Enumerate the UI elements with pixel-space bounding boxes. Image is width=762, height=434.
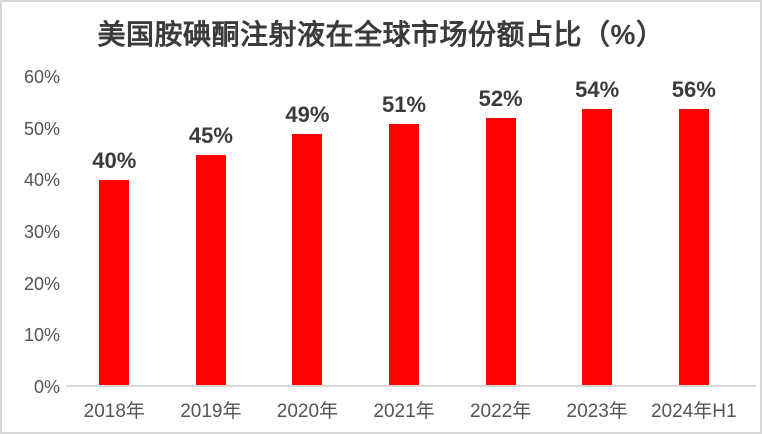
chart-title: 美国胺碘酮注射液在全球市场份额占比（%） xyxy=(97,19,665,50)
bar xyxy=(195,154,226,387)
bars-container: 40% 2018年 45% 2019年 49% 2020年 51% 2021年 52% 2022年… xyxy=(66,77,742,423)
y-axis-tick-label: 50% xyxy=(23,118,60,139)
x-axis-tick-label: 2018年 xyxy=(83,401,145,422)
x-axis-tick-label: 2019年 xyxy=(180,401,242,422)
bar-value-label: 56% xyxy=(671,77,716,102)
bar xyxy=(582,109,613,387)
y-axis-tick-label: 60% xyxy=(23,67,60,87)
x-axis-tick-label: 2022年 xyxy=(469,401,532,422)
bar xyxy=(389,123,420,387)
x-axis-tick-label: 2020年 xyxy=(276,401,339,422)
bar xyxy=(292,133,323,387)
y-axis-tick-label: 20% xyxy=(23,273,60,294)
bar-group: 45% 2019年 xyxy=(163,77,260,423)
bar xyxy=(678,109,709,387)
bar-group: 54% 2023年 xyxy=(549,77,646,422)
bar xyxy=(99,180,130,387)
x-axis-tick-label: 2024年H1 xyxy=(650,401,737,422)
bar-value-label: 49% xyxy=(285,101,330,127)
x-axis-tick-label: 2023年 xyxy=(566,401,628,422)
y-axis-tick-label: 40% xyxy=(23,170,60,191)
y-axis-tick-label: 30% xyxy=(23,222,60,242)
bar-value-label: 45% xyxy=(188,122,233,148)
x-axis-line xyxy=(66,385,756,387)
plot-area: 0% 10% 20% 30% 40% 50% 60% 40% 2018年 45% 2019年 49%… xyxy=(2,67,760,423)
bar-group: 40% 2018年 xyxy=(66,77,163,422)
y-axis-tick-label: 10% xyxy=(23,325,60,346)
bar-group: 51% 2021年 xyxy=(356,77,453,423)
bar-value-label: 54% xyxy=(575,77,620,102)
y-axis: 0% 10% 20% 30% 40% 50% 60% xyxy=(2,67,60,397)
y-axis-tick-label: 0% xyxy=(33,377,60,397)
bar-value-label: 51% xyxy=(382,91,427,117)
bar-group: 49% 2020年 xyxy=(259,77,356,422)
bar-group: 52% 2022年 xyxy=(452,77,549,422)
bar-value-label: 40% xyxy=(92,148,137,174)
x-axis-tick-label: 2021年 xyxy=(373,401,435,422)
bar-group: 56% 2024年H1 xyxy=(645,77,742,422)
bar xyxy=(485,118,516,387)
bar-value-label: 52% xyxy=(478,86,523,112)
